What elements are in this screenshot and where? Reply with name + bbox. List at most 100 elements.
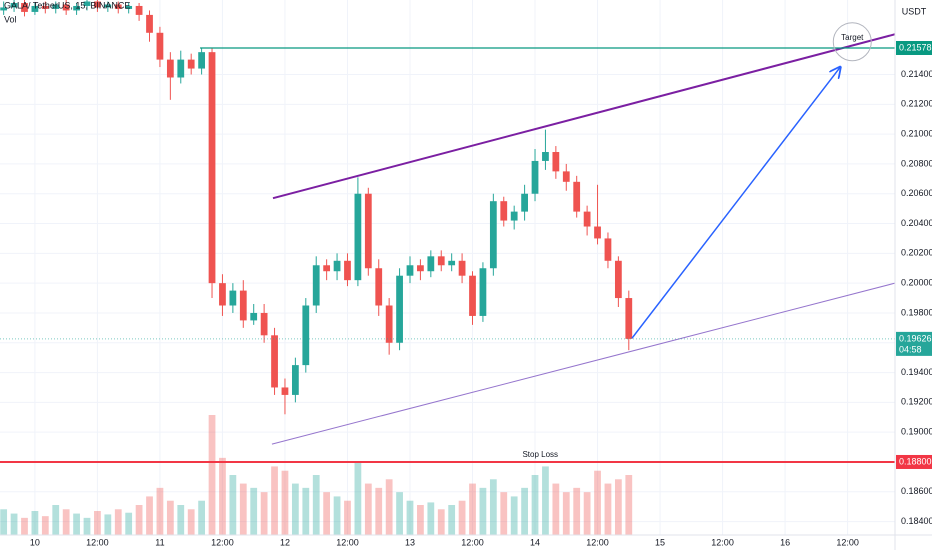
volume-bar [239, 483, 247, 535]
volume-bar [312, 475, 320, 535]
annotation: Stop Loss [522, 450, 558, 459]
volume-bar [375, 487, 383, 535]
candle-body [417, 265, 424, 272]
volume-bar [489, 479, 497, 535]
candle-body [583, 211, 591, 227]
x-tick-label: 12:00 [461, 537, 484, 547]
x-tick-label: 12 [280, 537, 290, 547]
candle-body [375, 268, 383, 306]
subtitle: Vol [4, 14, 17, 24]
candle-body [479, 268, 487, 316]
candle-body [229, 290, 237, 306]
candle-body [166, 59, 174, 78]
volume-bar [594, 470, 601, 535]
candle-body [354, 193, 362, 281]
candle-body [83, 1, 91, 6]
candle-body [21, 2, 28, 12]
trendline [272, 33, 895, 200]
volume-bar [94, 511, 101, 535]
y-unit: USDT [902, 6, 927, 16]
candle-body [594, 226, 601, 239]
volume-bar [479, 487, 487, 535]
volume-bar [166, 500, 174, 535]
candle-body [604, 238, 612, 261]
candle-body [73, 5, 80, 11]
candle-body [10, 2, 18, 8]
volume-bar [323, 492, 331, 535]
volume-bar [614, 479, 622, 535]
x-tick-label: 11 [155, 537, 164, 547]
candle-body [573, 181, 581, 212]
volume-bar [156, 487, 164, 535]
volume-bar [302, 487, 310, 535]
candle-body [542, 152, 549, 161]
candle-body [427, 256, 435, 272]
x-tick-label: 12:00 [711, 537, 734, 547]
candle-body [469, 275, 476, 316]
y-tick-label: 0.19200 [901, 397, 932, 407]
trendline [271, 282, 895, 445]
candle-body [260, 312, 268, 336]
candle-body [312, 265, 320, 306]
candle-body [146, 14, 153, 33]
candle-body [135, 5, 143, 15]
volume-bar [62, 509, 70, 535]
y-tick-label: 0.19800 [901, 307, 932, 317]
annotation: Target [841, 33, 864, 42]
volume-bar [271, 466, 278, 535]
candle-body [302, 305, 310, 366]
y-tick-label: 0.19000 [901, 427, 932, 437]
candle-body [271, 335, 278, 388]
y-tick-label: 0.20600 [901, 188, 932, 198]
volume-bar [458, 500, 466, 535]
candle-body [104, 4, 112, 8]
volume-bar [354, 462, 362, 535]
volume-bar [500, 492, 508, 535]
y-tick-label: 0.18600 [901, 486, 932, 496]
volume-bar [562, 492, 570, 535]
x-tick-label: 16 [780, 537, 790, 547]
last-price-tag [896, 331, 932, 356]
x-tick-label: 10 [30, 537, 40, 547]
candle-body [281, 387, 289, 395]
arrow [631, 67, 840, 339]
last-price-label: 0.19626 [899, 333, 932, 343]
level-label: 0.18800 [899, 456, 932, 466]
candle-body [531, 160, 539, 194]
x-tick-label: 12:00 [336, 537, 359, 547]
candle-body [187, 59, 195, 69]
y-tick-label: 0.20800 [901, 158, 932, 168]
candle-body [448, 260, 456, 266]
volume-bar [41, 516, 49, 535]
y-tick-label: 0.19400 [901, 367, 932, 377]
volume-bar [177, 505, 185, 535]
candle-body [489, 201, 497, 269]
candle-body [198, 52, 205, 69]
volume-bar [542, 466, 549, 535]
y-tick-label: 0.20000 [901, 278, 932, 288]
volume-bar [114, 509, 122, 535]
volume-bar [146, 496, 153, 535]
volume-bar [0, 509, 8, 535]
volume-bar [531, 475, 539, 535]
volume-bar [219, 457, 226, 535]
volume-bar [291, 483, 299, 535]
countdown: 04:58 [899, 344, 922, 354]
volume-bar [10, 513, 18, 535]
candle-body [156, 32, 164, 60]
candle-body [625, 298, 633, 339]
volume-bar [333, 496, 341, 535]
volume-bar [229, 475, 237, 535]
volume-bar [83, 517, 91, 535]
candle-body [500, 201, 508, 221]
candle-body [552, 152, 560, 172]
candle-body [31, 5, 39, 12]
volume-bar [364, 483, 372, 535]
candle-body [614, 260, 622, 299]
y-tick-label: 0.18400 [901, 516, 932, 526]
volume-bar [396, 492, 403, 535]
volume-bar [406, 500, 414, 535]
volume-bar [583, 492, 591, 535]
